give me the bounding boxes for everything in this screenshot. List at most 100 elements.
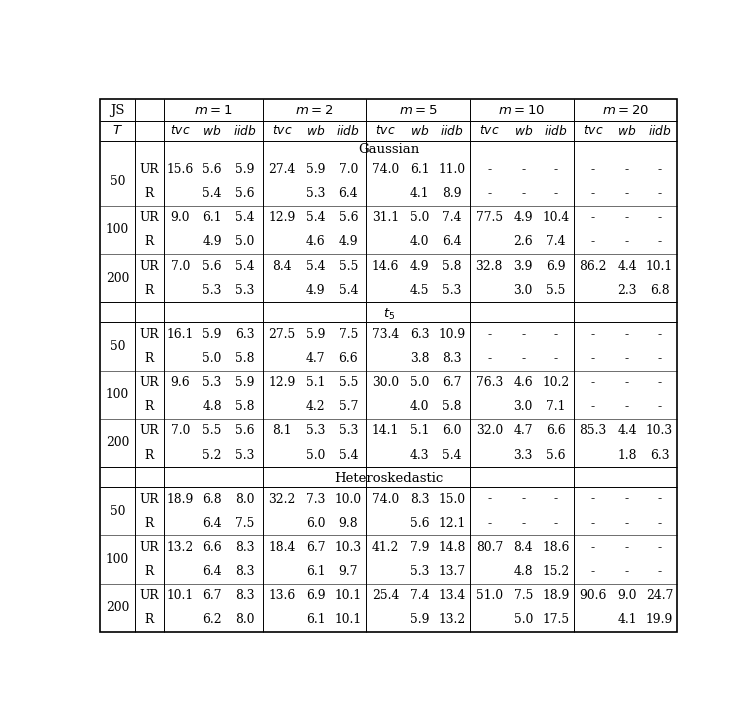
Text: Heteroskedastic: Heteroskedastic — [334, 472, 444, 486]
Text: 4.8: 4.8 — [513, 565, 533, 578]
Text: UR: UR — [139, 211, 159, 225]
Text: -: - — [658, 493, 662, 506]
Text: 24.7: 24.7 — [646, 589, 673, 602]
Text: R: R — [144, 517, 153, 530]
Text: UR: UR — [139, 260, 159, 272]
Text: -: - — [625, 352, 629, 365]
Text: 100: 100 — [106, 223, 129, 237]
Text: -: - — [521, 517, 525, 530]
Text: -: - — [488, 517, 491, 530]
Text: 4.5: 4.5 — [410, 284, 429, 297]
Text: $wb$: $wb$ — [513, 124, 533, 138]
Text: 8.3: 8.3 — [410, 493, 429, 506]
Text: 100: 100 — [106, 553, 129, 566]
Text: -: - — [658, 517, 662, 530]
Text: 13.6: 13.6 — [268, 589, 296, 602]
Text: $tvc$: $tvc$ — [271, 124, 292, 138]
Text: 17.5: 17.5 — [542, 613, 569, 626]
Text: -: - — [553, 328, 558, 341]
Text: 9.8: 9.8 — [339, 517, 358, 530]
Text: 8.3: 8.3 — [235, 541, 254, 554]
Text: 5.2: 5.2 — [203, 448, 222, 461]
Text: -: - — [591, 211, 595, 225]
Text: UR: UR — [139, 589, 159, 602]
Text: -: - — [553, 517, 558, 530]
Text: 5.3: 5.3 — [410, 565, 429, 578]
Text: 5.9: 5.9 — [306, 328, 326, 341]
Text: 3.8: 3.8 — [410, 352, 429, 365]
Text: 14.1: 14.1 — [372, 424, 399, 437]
Text: -: - — [625, 400, 629, 414]
Text: R: R — [144, 188, 153, 200]
Text: 10.1: 10.1 — [646, 260, 673, 272]
Text: 10.1: 10.1 — [335, 613, 362, 626]
Text: -: - — [625, 188, 629, 200]
Text: 8.3: 8.3 — [235, 589, 254, 602]
Text: 4.7: 4.7 — [306, 352, 326, 365]
Text: R: R — [144, 448, 153, 461]
Text: $wb$: $wb$ — [618, 124, 637, 138]
Text: 7.0: 7.0 — [339, 163, 358, 176]
Text: 5.4: 5.4 — [235, 260, 254, 272]
Text: 5.6: 5.6 — [339, 211, 358, 225]
Text: -: - — [625, 565, 629, 578]
Text: 5.9: 5.9 — [410, 613, 429, 626]
Text: 3.0: 3.0 — [513, 400, 533, 414]
Text: 9.7: 9.7 — [339, 565, 358, 578]
Text: 3.3: 3.3 — [513, 448, 533, 461]
Text: 1.8: 1.8 — [617, 448, 637, 461]
Text: 4.0: 4.0 — [410, 400, 429, 414]
Text: 77.5: 77.5 — [476, 211, 503, 225]
Text: 8.0: 8.0 — [235, 613, 254, 626]
Text: -: - — [521, 163, 525, 176]
Text: -: - — [488, 493, 491, 506]
Text: 5.1: 5.1 — [306, 376, 326, 389]
Text: $iidb$: $iidb$ — [648, 124, 671, 138]
Text: 6.1: 6.1 — [410, 163, 429, 176]
Text: $m = 20$: $m = 20$ — [602, 103, 649, 117]
Text: 5.8: 5.8 — [235, 400, 254, 414]
Text: 9.6: 9.6 — [171, 376, 191, 389]
Text: 15.2: 15.2 — [542, 565, 569, 578]
Text: UR: UR — [139, 376, 159, 389]
Text: 4.8: 4.8 — [203, 400, 222, 414]
Text: 5.7: 5.7 — [339, 400, 358, 414]
Text: 10.0: 10.0 — [335, 493, 362, 506]
Text: 7.4: 7.4 — [546, 235, 565, 249]
Text: UR: UR — [139, 493, 159, 506]
Text: 5.3: 5.3 — [306, 424, 326, 437]
Text: 6.0: 6.0 — [306, 517, 326, 530]
Text: $m = 2$: $m = 2$ — [296, 103, 333, 117]
Text: 7.3: 7.3 — [306, 493, 326, 506]
Text: 4.9: 4.9 — [203, 235, 222, 249]
Text: -: - — [488, 163, 491, 176]
Text: -: - — [658, 211, 662, 225]
Text: -: - — [591, 163, 595, 176]
Text: 7.4: 7.4 — [442, 211, 462, 225]
Text: 5.6: 5.6 — [546, 448, 565, 461]
Text: 5.3: 5.3 — [203, 376, 222, 389]
Text: -: - — [553, 163, 558, 176]
Text: -: - — [591, 565, 595, 578]
Text: 6.3: 6.3 — [649, 448, 669, 461]
Text: 6.6: 6.6 — [546, 424, 565, 437]
Text: 5.4: 5.4 — [306, 211, 326, 225]
Text: $m = 1$: $m = 1$ — [194, 103, 232, 117]
Text: 200: 200 — [106, 272, 129, 284]
Text: 8.4: 8.4 — [272, 260, 292, 272]
Text: 4.6: 4.6 — [306, 235, 326, 249]
Text: $m = 10$: $m = 10$ — [498, 103, 545, 117]
Text: 5.9: 5.9 — [203, 328, 222, 341]
Text: 5.9: 5.9 — [306, 163, 326, 176]
Text: 4.9: 4.9 — [339, 235, 358, 249]
Text: $iidb$: $iidb$ — [233, 124, 256, 138]
Text: 7.5: 7.5 — [235, 517, 254, 530]
Text: -: - — [553, 352, 558, 365]
Text: 11.0: 11.0 — [438, 163, 466, 176]
Text: 6.7: 6.7 — [442, 376, 462, 389]
Text: $iidb$: $iidb$ — [336, 124, 361, 138]
Text: 4.1: 4.1 — [617, 613, 637, 626]
Text: 5.5: 5.5 — [546, 284, 565, 297]
Text: $tvc$: $tvc$ — [375, 124, 396, 138]
Text: -: - — [658, 188, 662, 200]
